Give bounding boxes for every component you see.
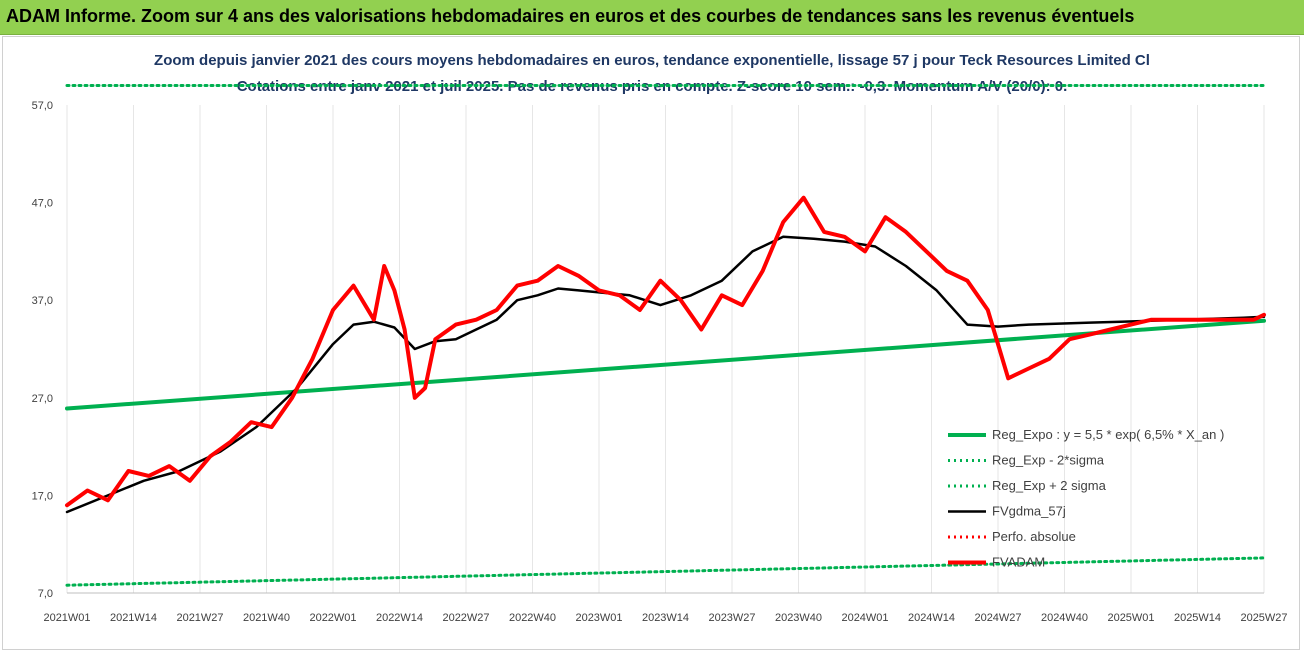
legend-entry-3: Reg_Exp + 2 sigma (992, 478, 1107, 493)
y-tick-label: 7,0 (38, 588, 53, 600)
y-tick-label: 17,0 (32, 490, 53, 502)
x-tick-label: 2021W40 (243, 612, 290, 624)
x-tick-label: 2022W01 (309, 612, 356, 624)
x-tick-label: 2022W27 (442, 612, 489, 624)
x-tick-label: 2023W27 (708, 612, 755, 624)
x-tick-label: 2024W14 (908, 612, 955, 624)
y-tick-label: 37,0 (32, 295, 53, 307)
x-tick-label: 2024W40 (1041, 612, 1088, 624)
y-tick-label: 57,0 (32, 100, 53, 112)
x-tick-label: 2022W14 (376, 612, 423, 624)
x-tick-label: 2021W01 (43, 612, 90, 624)
header-bar: ADAM Informe. Zoom sur 4 ans des valoris… (0, 0, 1304, 35)
x-tick-label: 2023W01 (575, 612, 622, 624)
y-tick-label: 27,0 (32, 393, 53, 405)
series-line-2 (65, 556, 1266, 587)
x-tick-label: 2024W01 (841, 612, 888, 624)
x-tick-label: 2023W14 (642, 612, 689, 624)
series-line-6 (65, 195, 1266, 508)
x-tick-label: 2025W01 (1107, 612, 1154, 624)
legend-entry-6: FVADAM (992, 555, 1045, 570)
x-tick-label: 2023W40 (775, 612, 822, 624)
legend-entry-5: Perfo. absolue (992, 529, 1076, 544)
x-tick-label: 2025W27 (1240, 612, 1287, 624)
y-tick-label: 47,0 (32, 198, 53, 210)
legend-entry-2: Reg_Exp - 2*sigma (992, 453, 1105, 468)
x-tick-label: 2021W14 (110, 612, 157, 624)
x-tick-label: 2021W27 (176, 612, 223, 624)
legend-entry-4: FVgdma_57j (992, 504, 1066, 519)
x-tick-label: 2025W14 (1174, 612, 1221, 624)
series-line-4 (65, 235, 1266, 514)
page-title: ADAM Informe. Zoom sur 4 ans des valoris… (6, 6, 1135, 26)
chart-frame (2, 36, 1300, 650)
series-line-1 (65, 318, 1266, 411)
x-tick-label: 2022W40 (509, 612, 556, 624)
legend-entry-1: Reg_Expo : y = 5,5 * exp( 6,5% * X_an ) (992, 427, 1224, 442)
x-tick-label: 2024W27 (974, 612, 1021, 624)
chart-title-line1: Zoom depuis janvier 2021 des cours moyen… (154, 52, 1150, 69)
